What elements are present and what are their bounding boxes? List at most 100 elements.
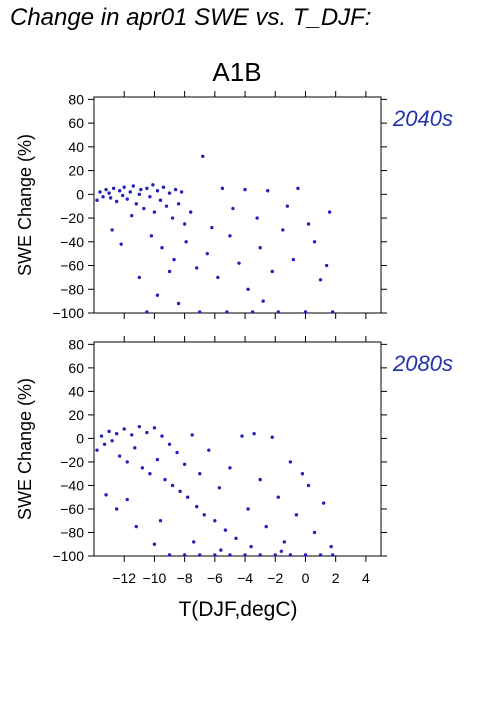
scatter-point [134, 524, 138, 529]
scatter-point [288, 460, 293, 464]
period-label: 2080s [392, 351, 453, 376]
scatter-point [258, 477, 262, 482]
scatter-point [318, 553, 323, 557]
scatter-point [327, 210, 332, 214]
scatter-point [198, 471, 202, 476]
scatter-point [130, 433, 134, 437]
scatter-point [198, 553, 202, 557]
scatter-point [213, 553, 217, 557]
scatter-point [182, 462, 187, 466]
scatter-point [163, 477, 167, 482]
scatter-point [178, 489, 182, 494]
scatter-point [119, 242, 123, 246]
scatter-point [108, 196, 113, 200]
x-tick-label: −10 [143, 570, 167, 586]
scatter-point [324, 263, 329, 268]
scatter-point [160, 434, 164, 438]
scatter-point [330, 310, 335, 314]
y-tick-label: −20 [60, 210, 84, 226]
scatter-point [102, 442, 107, 446]
scatter-point [250, 310, 255, 314]
y-tick-label: −100 [52, 548, 84, 564]
scatter-point [122, 427, 126, 431]
y-tick-label: 60 [68, 360, 84, 376]
y-tick-label: 20 [68, 163, 84, 179]
scatter-point [246, 507, 250, 511]
scatter-point [117, 454, 122, 458]
scatter-point [190, 433, 194, 437]
scatter-point [266, 189, 270, 193]
scatter-point [282, 540, 287, 544]
scatter-point [158, 519, 163, 523]
scatter-point [285, 204, 290, 208]
y-tick-label: −60 [60, 501, 84, 517]
scatter-point [273, 553, 277, 557]
scatter-point [142, 206, 146, 211]
scatter-point [312, 240, 317, 244]
y-axis-label: SWE Change (%) [15, 378, 35, 520]
scatter-point [128, 190, 132, 194]
y-tick-label: 0 [76, 186, 84, 202]
scatter-point [195, 266, 199, 270]
scatter-point [107, 191, 111, 195]
scatter-point [107, 429, 111, 434]
scatter-point [160, 246, 164, 250]
plot-frame [93, 96, 382, 314]
x-tick-label: −4 [237, 570, 253, 586]
y-tick-label: 60 [68, 115, 84, 131]
scatter-point [291, 257, 296, 262]
scatter-point [231, 206, 235, 211]
scatter-point [201, 154, 205, 159]
scatter-point [95, 448, 99, 452]
scatter-point [213, 519, 217, 523]
scatter-point [318, 278, 323, 282]
scatter-point [312, 530, 317, 535]
scatter-point [258, 553, 262, 557]
scatter-point [173, 187, 178, 192]
y-tick-label: 0 [76, 430, 84, 446]
scatter-point [210, 225, 214, 230]
scatter-point [104, 493, 108, 497]
scatter-point [98, 190, 102, 194]
scatter-point [279, 549, 284, 553]
scatter-point [137, 424, 142, 429]
scatter-point [104, 187, 108, 192]
scatter-point [270, 269, 274, 274]
scatter-point [176, 202, 181, 206]
scatter-point [228, 466, 232, 470]
scatter-point [161, 185, 166, 189]
scatter-point [155, 457, 160, 462]
scatter-point [133, 446, 137, 450]
scatter-point [330, 553, 335, 557]
scatter-point [148, 471, 152, 476]
scatter-point [131, 184, 135, 188]
y-tick-label: −80 [60, 524, 84, 540]
scatter-point [137, 192, 142, 197]
scatter-point [151, 183, 155, 187]
scatter-point [167, 191, 172, 195]
scatter-point [243, 187, 247, 192]
scatter-point [237, 261, 241, 265]
scatter-point [114, 507, 119, 511]
y-tick-label: 20 [68, 407, 84, 423]
scatter-point [329, 544, 333, 549]
x-tick-label: 0 [302, 570, 310, 586]
scatter-point [243, 553, 247, 557]
scatter-point [114, 432, 119, 436]
scatter-point [240, 434, 244, 438]
panel-2040s: 80 60 40 20 0 −20 −40 −60 −80 −100 SWE Change (%) 2… [15, 91, 453, 321]
scatter-point [195, 504, 199, 509]
scatter-point [207, 448, 211, 452]
period-label: 2040s [392, 106, 453, 131]
scatter-point [225, 310, 229, 314]
scatter-point [149, 234, 154, 238]
scatter-point [167, 269, 172, 274]
y-tick-label: −40 [60, 234, 84, 250]
scatter-point [145, 430, 149, 435]
scatter-point [172, 257, 176, 262]
scatter-point [281, 228, 285, 232]
scatter-point [145, 186, 149, 191]
scatter-point [217, 486, 222, 490]
scatter-point [276, 310, 280, 314]
scatter-point [175, 450, 179, 455]
